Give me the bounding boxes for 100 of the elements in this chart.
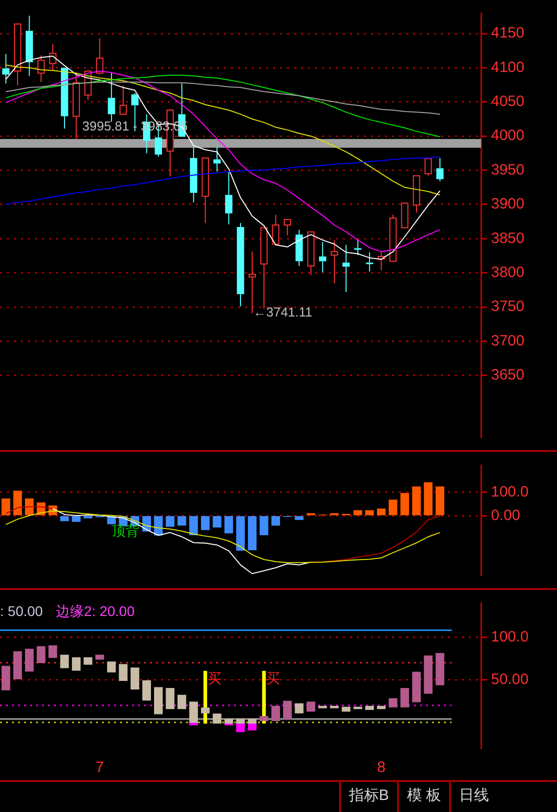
bar bbox=[36, 646, 46, 664]
x-tick-label: 8 bbox=[377, 759, 386, 776]
bar bbox=[376, 706, 386, 710]
bar bbox=[236, 722, 245, 732]
candlestick bbox=[225, 171, 232, 225]
y-tick-label: 4100 bbox=[491, 58, 524, 76]
candlestick bbox=[318, 242, 326, 273]
bar bbox=[342, 706, 350, 712]
candlestick bbox=[60, 68, 68, 130]
bar bbox=[412, 672, 421, 702]
bar bbox=[400, 688, 410, 708]
bar bbox=[200, 516, 210, 530]
y-tick-label: 4150 bbox=[491, 24, 524, 42]
bar bbox=[25, 648, 34, 672]
bar bbox=[306, 702, 316, 712]
bar bbox=[72, 657, 81, 671]
candlestick bbox=[131, 92, 139, 132]
annotation: 边缘2: 20.00 bbox=[56, 602, 135, 619]
bar bbox=[436, 652, 444, 686]
bar bbox=[294, 516, 304, 520]
x-tick-label: 7 bbox=[96, 759, 104, 776]
bar bbox=[48, 645, 58, 658]
bar bbox=[353, 510, 362, 516]
bar bbox=[130, 667, 140, 690]
bar bbox=[294, 703, 304, 714]
y-tick-label: 4050 bbox=[491, 93, 524, 110]
bar bbox=[424, 656, 433, 694]
text: 模 板 bbox=[396, 782, 449, 812]
bar bbox=[60, 654, 69, 668]
bar bbox=[248, 718, 257, 724]
bar bbox=[260, 716, 268, 722]
y-tick-label: 3650 bbox=[491, 366, 524, 384]
y-tick-label: 0.00 bbox=[491, 506, 520, 524]
annotation: 顶背 bbox=[111, 522, 140, 539]
bar bbox=[236, 718, 245, 724]
bar bbox=[376, 508, 386, 516]
bar bbox=[224, 516, 234, 534]
bar bbox=[212, 516, 222, 528]
candlestick bbox=[296, 229, 303, 267]
bar bbox=[271, 516, 280, 526]
annotation: : 50.00 bbox=[0, 602, 44, 619]
candlestick bbox=[213, 146, 221, 172]
bar bbox=[142, 680, 151, 701]
data-label: 买 bbox=[207, 670, 222, 686]
bar bbox=[118, 664, 128, 681]
y-tick-label: 100.0 bbox=[491, 483, 529, 500]
bar bbox=[178, 516, 186, 526]
y-tick-label: 3900 bbox=[491, 196, 524, 213]
candlestick bbox=[366, 252, 374, 272]
bar bbox=[224, 718, 234, 724]
bar bbox=[436, 486, 444, 516]
bar bbox=[365, 510, 374, 516]
y-tick-label: 100.0 bbox=[491, 628, 529, 646]
y-tick-label: 3800 bbox=[491, 264, 524, 282]
bar bbox=[25, 498, 34, 516]
bar bbox=[72, 516, 81, 522]
bar bbox=[2, 666, 10, 690]
y-tick-label: 3750 bbox=[491, 298, 524, 316]
bar bbox=[365, 706, 374, 710]
candlestick bbox=[342, 244, 350, 293]
bar bbox=[154, 687, 163, 714]
bar bbox=[271, 706, 280, 722]
candlestick bbox=[354, 238, 362, 256]
candlestick bbox=[236, 222, 244, 307]
bar bbox=[60, 516, 69, 522]
bar bbox=[260, 516, 268, 536]
text: 指标B bbox=[338, 782, 397, 812]
bar bbox=[178, 694, 186, 710]
annotation: ←3741.11 bbox=[253, 304, 312, 320]
bar bbox=[400, 493, 410, 516]
bar bbox=[13, 651, 22, 680]
text: 日线 bbox=[449, 782, 497, 812]
bar bbox=[166, 516, 174, 527]
bar bbox=[189, 516, 198, 536]
bar bbox=[412, 486, 421, 516]
bar bbox=[388, 500, 398, 516]
bar bbox=[236, 516, 245, 551]
bar bbox=[95, 654, 104, 660]
y-tick-label: 4000 bbox=[491, 127, 524, 144]
y-tick-label: 3950 bbox=[491, 161, 524, 178]
bar bbox=[248, 722, 257, 730]
bar bbox=[13, 490, 22, 516]
bar bbox=[424, 482, 433, 516]
bar bbox=[107, 662, 116, 672]
bar bbox=[189, 722, 198, 726]
bar bbox=[200, 708, 210, 714]
bar bbox=[262, 670, 266, 724]
bar bbox=[283, 700, 292, 720]
candlestick bbox=[108, 72, 116, 122]
bar bbox=[353, 706, 362, 710]
bar bbox=[388, 698, 398, 708]
candlestick bbox=[26, 15, 33, 76]
candlestick bbox=[2, 54, 10, 84]
data-label: 买 bbox=[266, 670, 280, 686]
y-tick-label: 3700 bbox=[491, 332, 524, 350]
candlestick bbox=[190, 146, 198, 203]
y-tick-label: 50.00 bbox=[491, 670, 529, 688]
bar bbox=[212, 714, 222, 724]
bar bbox=[84, 657, 92, 665]
bar bbox=[189, 702, 198, 723]
